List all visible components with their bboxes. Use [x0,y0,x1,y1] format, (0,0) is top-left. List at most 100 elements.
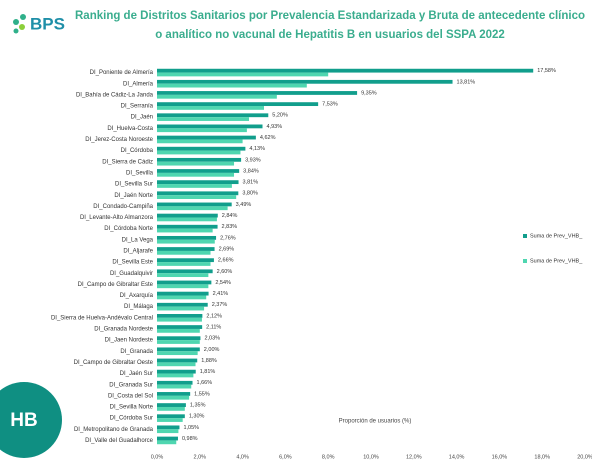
bar [157,440,177,445]
x-tick-label: 12,0% [406,454,422,460]
bar [157,273,209,278]
bar [157,347,200,352]
chart-subtitle: o analítico no vacunal de Hepatitis B en… [155,29,505,41]
y-tick-label: DI_Sevilla Norte [110,405,154,411]
x-axis-label: Proporción de usuarios (%) [339,419,412,425]
value-label: 2,41% [213,291,229,297]
y-tick-label: DI_Campo de Gibraltar Este [78,282,154,288]
y-tick-label: DI_Aljarafe [123,249,153,255]
logo-dot [20,14,26,20]
value-label: 17,58% [537,68,556,74]
y-tick-label: DI_Jerez-Costa Noroeste [85,137,153,143]
x-tick-label: 18,0% [534,454,550,460]
y-tick-label: DI_Huelva-Costa [107,126,153,132]
value-label: 2,00% [204,347,220,353]
bar [157,351,198,356]
bar [157,340,200,344]
y-tick-label: DI_Córdoba Norte [104,226,153,232]
value-label: 2,12% [206,313,222,319]
logo-text: BPS [30,14,65,33]
logo-dot [19,24,25,30]
bar [157,150,241,155]
value-label: 2,83% [222,224,238,230]
value-label: 1,66% [197,380,213,386]
value-label: 1,35% [190,403,206,409]
bar [157,135,256,140]
x-tick-label: 2,0% [194,454,207,460]
bar [157,317,202,322]
bar [157,406,185,411]
value-label: 2,60% [217,269,233,275]
value-label: 2,37% [212,302,228,308]
y-tick-label: DI_Granada [120,349,153,355]
bar [157,128,247,133]
bar [157,157,242,162]
value-label: 2,84% [222,213,238,219]
bar [157,172,235,177]
bar [157,213,218,218]
bar [157,328,200,333]
y-tick-label: DI_Sierra de Huelva-Andévalo Central [51,315,153,321]
y-tick-label: DI_Sevilla Este [112,260,153,266]
value-label: 2,54% [215,280,231,286]
y-tick-label: DI_Jaen Nordeste [105,338,154,344]
bar [157,418,183,422]
logo-dot [13,28,19,34]
value-label: 2,66% [218,258,234,264]
bar [157,68,534,73]
bar [157,362,196,367]
value-label: 3,49% [236,202,252,208]
legend-label: Suma de Prev_VHB_ [530,233,583,239]
value-label: 3,81% [243,180,259,186]
value-label: 1,88% [201,358,217,364]
bar [157,169,240,173]
bar [157,395,190,400]
y-tick-label: DI_Sevilla Sur [115,182,153,188]
y-tick-label: DI_La Vega [122,237,154,243]
value-label: 3,84% [243,168,259,174]
value-label: 1,05% [183,425,199,431]
bar [157,239,215,244]
value-label: 4,62% [260,135,276,141]
legend-swatch [523,259,527,263]
value-label: 5,20% [272,113,288,119]
bar [157,184,232,188]
bar [157,325,203,329]
value-label: 13,81% [457,79,476,85]
y-tick-label: DI_Metropolitano de Granada [74,427,154,433]
value-label: 1,30% [189,414,205,420]
badge [0,382,62,458]
bar [157,302,208,307]
bar [157,206,228,211]
x-tick-label: 8,0% [322,454,335,460]
x-tick-label: 10,0% [363,454,379,460]
y-tick-label: DI_Sevilla [126,170,154,176]
bar [157,224,218,229]
value-label: 2,11% [206,325,221,331]
value-label: 4,93% [267,124,283,130]
bar [157,72,329,77]
bar [157,369,196,374]
y-tick-label: DI_Jaén Norte [114,193,153,199]
value-label: 9,35% [361,90,377,96]
y-tick-label: DI_Serranía [121,104,154,110]
bar [157,113,269,118]
bar [157,161,235,166]
y-tick-label: DI_Guadalquivir [110,271,153,277]
bar [157,269,213,274]
bar [157,392,191,396]
bar [157,280,212,285]
bar [157,139,243,144]
bar [157,94,277,99]
bar [157,414,185,419]
y-tick-label: DI_Málaga [124,304,154,310]
y-tick-label: DI_Poniente de Almería [90,70,154,76]
bar [157,314,203,318]
y-tick-label: DI_Granada Sur [109,382,153,388]
bar [157,306,205,311]
y-tick-label: DI_Jaén [131,115,153,121]
logo: BPS [13,14,65,34]
value-label: 2,03% [204,336,220,342]
bar [157,235,217,240]
